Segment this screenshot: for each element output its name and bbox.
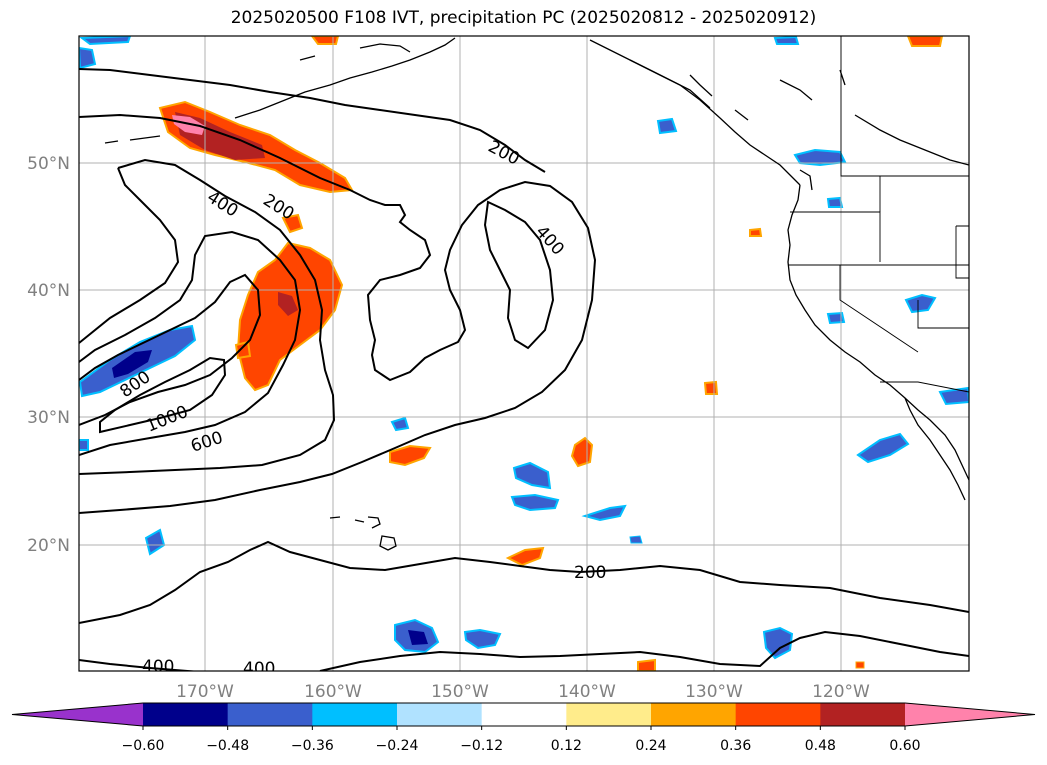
lon-label-130w: 130°W xyxy=(685,682,743,702)
colorbar-tick-label: 0.60 xyxy=(889,738,920,754)
ivt-contours xyxy=(79,68,969,671)
coastlines xyxy=(104,37,969,551)
colorbar-bin xyxy=(566,703,652,726)
precip-neg-west-core xyxy=(112,350,152,378)
baja-coast xyxy=(904,397,966,501)
colorbar-tick-label: 0.36 xyxy=(720,738,751,754)
precip-patch-central xyxy=(236,241,344,392)
precip-patch-sw xyxy=(389,444,432,467)
lat-label-40n: 40°N xyxy=(27,281,70,301)
ivt-400-inner xyxy=(79,167,180,344)
ivt-1000 xyxy=(99,356,227,434)
precip-neg-o xyxy=(656,117,678,135)
ivt-600 xyxy=(79,230,302,456)
colorbar-tick-label: −0.12 xyxy=(460,738,503,754)
ivt-400-south xyxy=(79,630,969,671)
precip-neg-q xyxy=(79,439,89,451)
contour-label-200-c: 200 xyxy=(574,563,606,583)
hawaii-islands xyxy=(329,516,397,551)
precip-neg-b xyxy=(390,416,410,432)
precip-neg-k xyxy=(904,293,937,314)
precip-patch-central-core xyxy=(278,292,298,316)
precip-patch-ne xyxy=(310,36,340,45)
lon-label-160w: 160°W xyxy=(304,682,362,702)
precip-neg-d xyxy=(510,493,560,512)
precip-neg-g xyxy=(463,628,502,650)
precip-patch-s xyxy=(505,546,545,567)
lon-label-140w: 140°W xyxy=(558,682,616,702)
lon-label-170w: 170°W xyxy=(176,682,234,702)
lat-label-30n: 30°N xyxy=(27,408,70,428)
colorbar-tick-label: 0.12 xyxy=(551,738,582,754)
longitude-labels: 170°W 160°W 150°W 140°W 130°W 120°W xyxy=(176,682,870,702)
us-west-coast xyxy=(787,184,969,481)
ivt-400-west xyxy=(79,158,336,475)
colorbar-tick-label: −0.24 xyxy=(376,738,419,754)
precip-negative-shading xyxy=(79,36,969,660)
precip-patch-dot1 xyxy=(703,380,719,395)
precip-patch-small-n xyxy=(281,213,304,234)
ivt-200-south xyxy=(79,540,969,624)
colorbar-extend-low xyxy=(12,703,143,726)
colorbar-tick-label: −0.36 xyxy=(291,738,334,754)
political-borders xyxy=(788,36,969,393)
precip-neg-i xyxy=(856,432,910,464)
precip-neg-e xyxy=(581,504,627,522)
lat-label-20n: 20°N xyxy=(27,536,70,556)
graticule xyxy=(79,36,969,671)
precip-patch-dot2 xyxy=(749,227,763,237)
precip-neg-n xyxy=(826,196,844,208)
colorbar-tick-label: −0.60 xyxy=(122,738,165,754)
contour-label-400-d: 400 xyxy=(243,659,275,679)
precip-neg-c xyxy=(512,461,552,490)
colorbar: −0.60 −0.48 −0.36 −0.24 −0.12 0.12 0.24 0.36 0.4… xyxy=(11,702,1036,754)
latitude-labels: 50°N 40°N 30°N 20°N xyxy=(27,154,70,556)
precip-neg-top xyxy=(79,36,132,46)
colorbar-tick-label: 0.24 xyxy=(635,738,666,754)
colorbar-tick-label: 0.48 xyxy=(805,738,836,754)
precip-neg-nw xyxy=(79,46,97,70)
colorbar-bin xyxy=(735,703,821,726)
map-area: 200 400 200 400 800 1000 600 200 400 400 xyxy=(79,36,969,679)
figure-title: 2025020500 F108 IVT, precipitation PC (2… xyxy=(230,8,817,28)
lon-label-150w: 150°W xyxy=(431,682,489,702)
precip-neg-h xyxy=(762,626,794,660)
precip-patch-ne2 xyxy=(906,36,944,47)
precip-patch-dot3 xyxy=(855,661,865,669)
colorbar-bin xyxy=(481,703,567,726)
ivt-400-ring xyxy=(483,200,555,350)
precip-neg-p xyxy=(773,36,800,45)
precip-patch-north-peak xyxy=(172,115,205,135)
colorbar-bin xyxy=(651,703,737,726)
precip-patch-bottom xyxy=(637,658,656,671)
colorbar-bin xyxy=(820,703,906,726)
ivt-200-outer xyxy=(79,113,597,514)
precip-neg-m xyxy=(826,311,846,325)
precip-neg-f-core xyxy=(408,630,428,645)
colorbar-extend-high xyxy=(905,703,1035,726)
contour-label-400-c: 400 xyxy=(142,657,174,677)
colorbar-bin xyxy=(143,703,229,726)
colorbar-tick-label: −0.48 xyxy=(206,738,249,754)
colorbar-bin xyxy=(227,703,313,726)
precip-neg-l xyxy=(938,386,969,406)
ivt-200-inner-north xyxy=(79,68,546,173)
lat-label-50n: 50°N xyxy=(27,154,70,174)
alaska-aleutian-coast xyxy=(234,37,456,119)
ivt-800 xyxy=(79,273,262,426)
colorbar-bin xyxy=(397,703,483,726)
map-frame xyxy=(78,35,970,672)
precip-neg-r xyxy=(629,535,643,544)
precip-patch-tiny xyxy=(234,340,252,360)
colorbar-bin xyxy=(312,703,398,726)
lon-label-120w: 120°W xyxy=(812,682,870,702)
